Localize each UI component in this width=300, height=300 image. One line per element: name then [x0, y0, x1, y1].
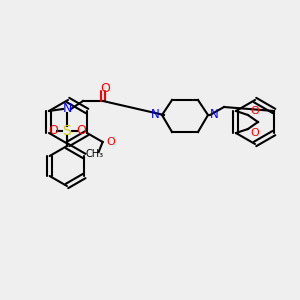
Text: N: N [151, 109, 160, 122]
Text: S: S [63, 124, 71, 138]
Text: O: O [100, 82, 110, 94]
Text: O: O [250, 106, 259, 116]
Text: O: O [76, 124, 86, 137]
Text: O: O [250, 128, 259, 138]
Text: N: N [210, 109, 219, 122]
Text: O: O [48, 124, 58, 137]
Text: O: O [106, 137, 116, 147]
Text: CH₃: CH₃ [85, 149, 104, 159]
Text: N: N [62, 103, 72, 116]
